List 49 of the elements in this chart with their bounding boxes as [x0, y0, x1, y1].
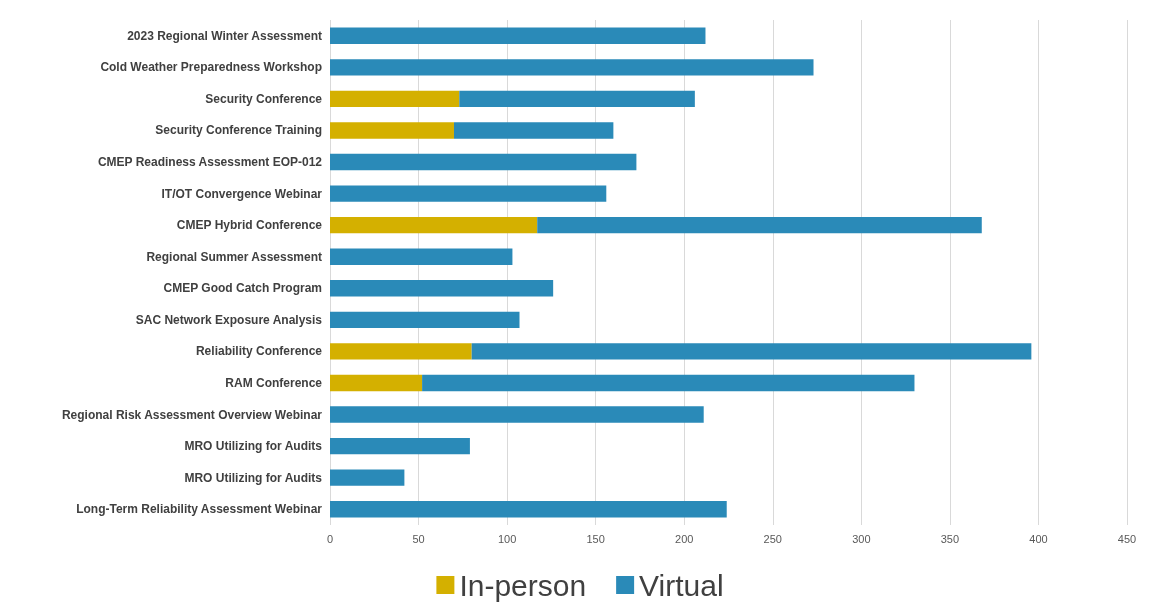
x-tick-label: 450	[1117, 532, 1137, 545]
bar	[330, 216, 538, 234]
y-tick-label: 2023 Regional Winter Assessment	[127, 28, 322, 43]
bar	[422, 374, 915, 392]
y-tick-label: CMEP Hybrid Conference	[176, 218, 323, 233]
bar	[330, 374, 423, 392]
bar	[330, 122, 454, 139]
bar	[537, 216, 982, 234]
y-tick-label: Long-Term Reliability Assessment Webinar	[76, 502, 323, 517]
bar	[330, 185, 607, 202]
x-tick-label: 150	[586, 532, 605, 545]
y-tick-label: CMEP Readiness Assessment EOP-012	[97, 155, 323, 170]
bar	[453, 122, 614, 139]
x-tick-label: 200	[675, 532, 694, 545]
bar	[330, 59, 814, 76]
y-tick-label: RAM Conference	[225, 375, 323, 390]
bar	[459, 90, 695, 108]
y-tick-label: MRO Utilizing for Audits	[184, 470, 323, 485]
bar	[330, 469, 405, 486]
bar	[330, 248, 513, 265]
bar	[330, 437, 470, 455]
bar	[330, 27, 706, 44]
y-tick-label: Cold Weather Preparedness Workshop	[100, 60, 322, 75]
y-tick-label: Regional Summer Assessment	[146, 249, 322, 264]
bar	[330, 90, 460, 108]
y-tick-label: Reliability Conference	[195, 344, 323, 359]
bar	[330, 311, 520, 329]
x-tick-label: 100	[497, 532, 517, 545]
x-tick-label: 50	[412, 532, 425, 545]
legend-label: In-person	[459, 568, 587, 602]
y-tick-label: Regional Risk Assessment Overview Webinar	[61, 407, 323, 422]
bar	[330, 501, 727, 518]
x-tick-label: 400	[1029, 532, 1048, 545]
bar	[330, 343, 472, 360]
x-tick-label: 300	[852, 532, 871, 545]
y-tick-label: Security Conference Training	[155, 123, 322, 138]
bar	[330, 406, 704, 423]
y-tick-label: Security Conference	[205, 91, 323, 106]
y-tick-label: MRO Utilizing for Audits	[184, 439, 323, 454]
x-tick-label: 250	[763, 532, 782, 545]
y-tick-label: SAC Network Exposure Analysis	[135, 312, 323, 327]
bar	[330, 280, 554, 297]
x-tick-label: 0	[326, 532, 334, 545]
legend-label: Virtual	[639, 568, 724, 602]
y-tick-label: IT/OT Convergence Webinar	[161, 186, 323, 201]
x-tick-label: 350	[940, 532, 960, 545]
bar	[471, 343, 1032, 360]
bar	[330, 153, 637, 171]
y-tick-label: CMEP Good Catch Program	[163, 281, 322, 296]
